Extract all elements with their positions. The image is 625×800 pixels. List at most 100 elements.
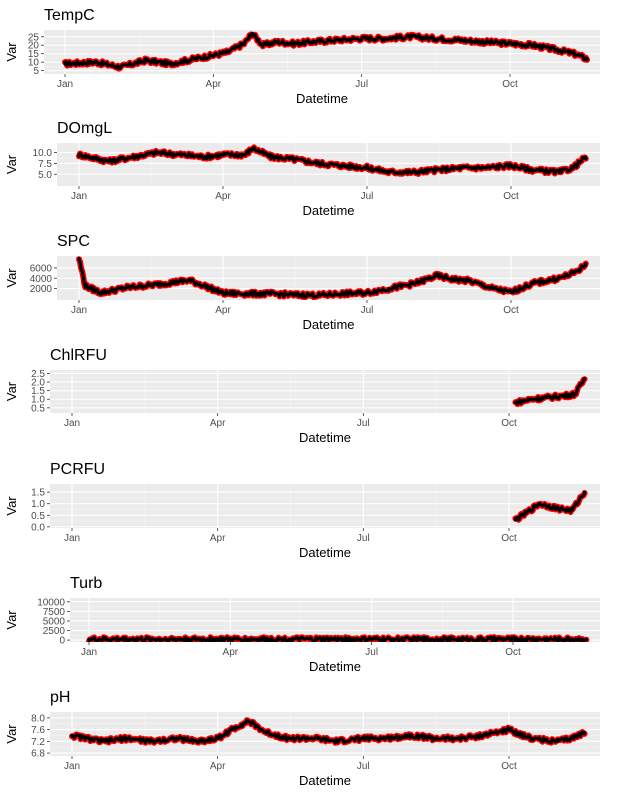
data-point <box>333 38 337 42</box>
data-point <box>269 155 273 159</box>
data-point <box>531 281 535 286</box>
y-tick-label: 25 <box>28 32 40 43</box>
data-point <box>149 739 153 743</box>
data-point <box>458 38 463 42</box>
data-point <box>584 637 588 641</box>
panel-title: pH <box>50 689 70 706</box>
data-point <box>251 146 255 150</box>
data-point <box>513 401 517 405</box>
y-tick-label: 7500 <box>43 607 66 618</box>
x-tick-label: Jul <box>361 191 374 202</box>
data-point <box>365 291 369 295</box>
data-point <box>529 397 533 401</box>
data-point <box>413 281 417 286</box>
data-series-tempc <box>62 31 590 72</box>
data-point <box>464 637 468 641</box>
x-tick-label: Jan <box>71 305 87 316</box>
data-series-pcrfu <box>512 490 588 523</box>
x-tick-label: Jul <box>357 761 370 772</box>
y-tick-label: 5.0 <box>38 170 52 181</box>
x-axis-label: Datetime <box>296 91 348 106</box>
data-point <box>360 36 364 41</box>
x-tick-label: Oct <box>501 533 517 544</box>
y-axis-label: Var <box>4 42 19 62</box>
data-point <box>275 637 280 641</box>
x-tick-label: Jan <box>64 418 80 429</box>
x-axis-label: Datetime <box>299 430 351 445</box>
data-point <box>87 637 91 641</box>
data-point <box>562 394 566 398</box>
data-point <box>228 637 232 641</box>
y-tick-label: 20 <box>28 41 40 52</box>
data-point <box>322 637 327 641</box>
y-tick-label: 1.0 <box>31 395 45 406</box>
data-point <box>531 168 535 172</box>
series-line-inner <box>513 377 587 406</box>
x-axis-label: Datetime <box>302 317 354 332</box>
data-point <box>583 490 587 494</box>
data-point <box>77 256 81 261</box>
data-point <box>125 285 129 290</box>
y-tick-label: 7.5 <box>38 159 52 170</box>
y-tick-label: 5 <box>33 66 39 77</box>
data-point <box>243 153 247 157</box>
data-point <box>94 60 98 64</box>
data-point <box>545 395 549 400</box>
x-axis-label: Datetime <box>309 659 361 674</box>
data-point <box>572 52 576 56</box>
x-tick-label: Jul <box>357 418 370 429</box>
x-tick-label: Oct <box>502 79 518 90</box>
data-point <box>409 35 413 39</box>
data-point <box>203 284 207 288</box>
y-axis-label: Var <box>4 724 19 744</box>
data-point <box>507 728 511 732</box>
data-point <box>173 736 178 741</box>
data-point <box>361 736 365 741</box>
data-point <box>335 739 339 743</box>
data-point <box>63 62 67 66</box>
x-axis-label: Datetime <box>302 203 354 218</box>
data-point <box>317 293 321 297</box>
data-point <box>491 287 495 291</box>
x-axis-label: Datetime <box>299 545 351 560</box>
data-point <box>131 155 135 159</box>
x-tick-label: Oct <box>503 305 519 316</box>
panel-background <box>50 712 600 756</box>
data-point <box>467 279 471 283</box>
y-tick-label: 10 <box>28 58 40 69</box>
x-tick-label: Oct <box>501 761 517 772</box>
data-point <box>524 511 529 515</box>
data-point <box>339 163 343 168</box>
series-line-inner <box>77 257 588 299</box>
y-tick-label: 15 <box>28 49 40 60</box>
x-tick-label: Apr <box>215 305 231 316</box>
data-series-spc <box>76 256 589 300</box>
data-point <box>286 736 291 741</box>
data-point <box>410 733 414 738</box>
x-tick-label: Jan <box>57 79 73 90</box>
data-point <box>291 157 295 161</box>
data-point <box>179 153 183 157</box>
data-point <box>571 166 575 170</box>
y-axis-label: Var <box>4 496 19 516</box>
data-point <box>275 40 279 44</box>
data-point <box>203 155 207 159</box>
y-tick-label: 8.0 <box>31 713 45 724</box>
data-point <box>250 31 254 35</box>
data-point <box>537 502 541 506</box>
data-series-chlrfu <box>512 376 588 408</box>
x-axis-label: Datetime <box>299 773 351 788</box>
data-point <box>583 377 587 381</box>
data-point <box>216 736 220 741</box>
data-point <box>570 509 574 513</box>
data-point <box>365 166 369 170</box>
data-point <box>555 506 560 510</box>
facet-panel-pcrfu: PCRFU Jan Apr Jul Oct 0.00.51.01.5 Datetime Var <box>4 461 600 560</box>
x-tick-label: Apr <box>215 191 231 202</box>
data-point <box>531 43 535 47</box>
x-tick-label: Apr <box>210 761 226 772</box>
data-point <box>432 736 436 741</box>
data-point <box>119 65 123 69</box>
x-tick-label: Oct <box>501 418 517 429</box>
series-line-inner <box>63 33 589 71</box>
